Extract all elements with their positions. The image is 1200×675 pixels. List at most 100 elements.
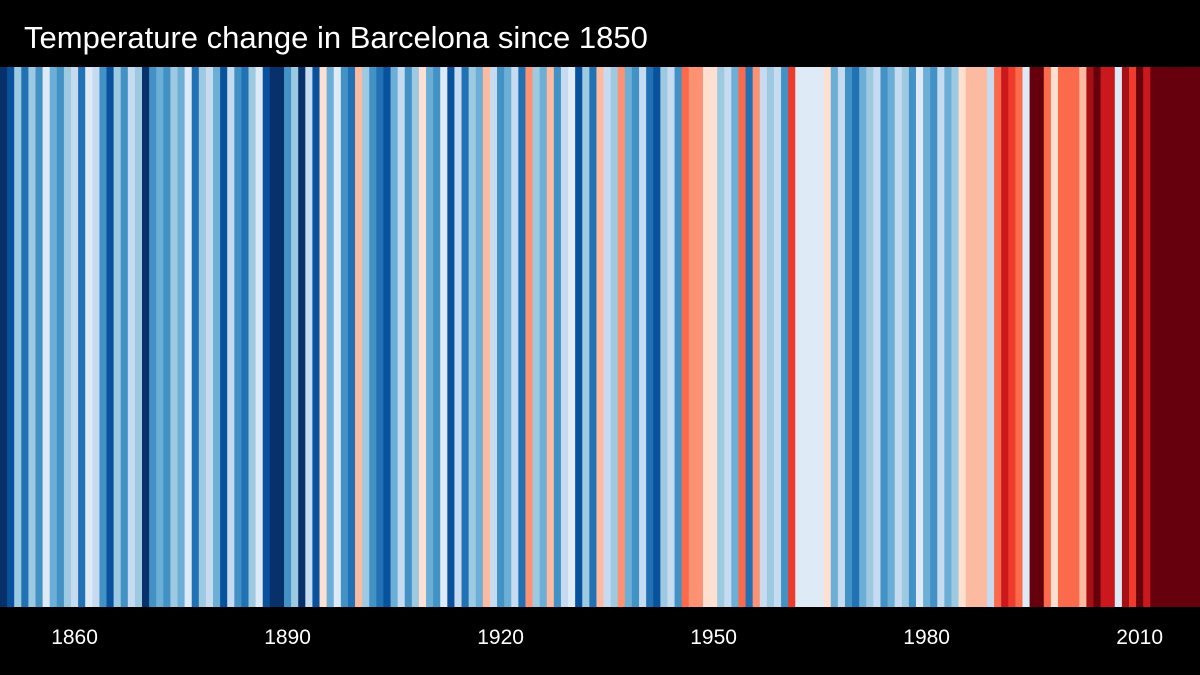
stripe-1956 (752, 67, 761, 607)
stripe-2015 (1171, 67, 1180, 607)
stripe-1995 (1029, 67, 1038, 607)
stripe-1861 (78, 67, 86, 607)
stripe-1986 (965, 67, 974, 607)
stripe-2001 (1072, 67, 1080, 607)
stripe-1901 (362, 67, 370, 607)
stripe-1998 (1050, 67, 1059, 607)
stripe-1970 (852, 67, 860, 607)
stripe-1867 (120, 67, 129, 607)
stripe-1872 (156, 67, 164, 607)
stripe-2003 (1086, 67, 1095, 607)
stripe-1892 (298, 67, 306, 607)
x-tick-label: 2010 (1116, 626, 1163, 649)
stripe-1966 (823, 67, 832, 607)
stripe-1880 (213, 67, 221, 607)
stripe-1885 (248, 67, 257, 607)
stripe-1943 (660, 67, 669, 607)
stripe-2011 (1143, 67, 1151, 607)
stripe-1862 (85, 67, 93, 607)
stripe-1851 (7, 67, 15, 607)
stripe-1898 (340, 67, 349, 607)
stripe-1925 (532, 67, 541, 607)
stripe-1978 (908, 67, 917, 607)
stripe-1923 (518, 67, 527, 607)
stripe-2005 (1100, 67, 1109, 607)
stripe-1852 (14, 67, 22, 607)
stripe-1960 (781, 67, 789, 607)
stripe-2010 (1136, 67, 1144, 607)
stripe-1910 (426, 67, 434, 607)
stripe-1886 (255, 67, 264, 607)
stripe-1922 (511, 67, 519, 607)
stripe-1874 (170, 67, 179, 607)
stripe-1996 (1036, 67, 1045, 607)
x-axis-ticks: 1860 1890 1920 1950 1980 2010 (0, 618, 1200, 658)
stripe-1992 (1008, 67, 1016, 607)
stripe-1921 (504, 67, 512, 607)
stripe-1850 (0, 67, 8, 607)
stripe-1876 (184, 67, 193, 607)
stripe-2007 (1114, 67, 1123, 607)
stripe-1984 (951, 67, 960, 607)
stripe-1979 (915, 67, 924, 607)
stripe-1991 (1001, 67, 1009, 607)
stripe-1930 (568, 67, 576, 607)
stripe-1969 (844, 67, 853, 607)
stripe-1860 (71, 67, 79, 607)
stripe-1987 (972, 67, 981, 607)
stripe-1973 (873, 67, 882, 607)
climate-stripes (0, 67, 1200, 607)
stripe-1934 (596, 67, 605, 607)
stripe-1982 (937, 67, 945, 607)
stripe-1918 (482, 67, 491, 607)
stripe-1884 (241, 67, 250, 607)
stripe-1944 (667, 67, 676, 607)
stripe-1887 (262, 67, 271, 607)
stripe-1989 (986, 67, 995, 607)
stripe-1881 (220, 67, 228, 607)
stripe-1936 (610, 67, 619, 607)
x-tick-label: 1950 (690, 626, 737, 649)
stripe-2018 (1192, 67, 1200, 607)
stripe-1924 (525, 67, 534, 607)
stripe-1905 (390, 67, 399, 607)
stripe-1972 (866, 67, 874, 607)
stripe-1961 (788, 67, 796, 607)
stripe-1900 (355, 67, 363, 607)
stripe-1913 (447, 67, 456, 607)
stripe-2017 (1185, 67, 1194, 607)
stripe-1855 (35, 67, 44, 607)
stripe-1939 (631, 67, 640, 607)
stripe-1949 (702, 67, 711, 607)
stripe-1902 (369, 67, 377, 607)
stripe-1983 (944, 67, 953, 607)
stripe-1980 (923, 67, 931, 607)
stripe-1927 (546, 67, 555, 607)
stripe-1909 (418, 67, 427, 607)
stripe-1963 (802, 67, 811, 607)
stripe-1953 (731, 67, 740, 607)
stripe-1899 (347, 67, 356, 607)
stripe-1894 (312, 67, 321, 607)
stripe-2000 (1065, 67, 1073, 607)
x-tick-label: 1860 (51, 626, 98, 649)
stripe-1962 (795, 67, 803, 607)
stripe-1977 (901, 67, 910, 607)
stripe-1988 (979, 67, 988, 607)
stripe-1955 (745, 67, 754, 607)
stripe-1926 (539, 67, 548, 607)
stripe-1933 (589, 67, 598, 607)
stripe-1957 (759, 67, 768, 607)
stripe-1917 (475, 67, 484, 607)
stripe-1878 (198, 67, 207, 607)
stripe-1945 (674, 67, 683, 607)
stripe-1942 (653, 67, 661, 607)
stripe-1971 (859, 67, 867, 607)
stripe-1948 (695, 67, 704, 607)
stripe-1911 (433, 67, 441, 607)
stripe-1968 (837, 67, 846, 607)
stripe-2009 (1128, 67, 1137, 607)
stripe-1856 (42, 67, 51, 607)
stripe-1954 (738, 67, 747, 607)
stripe-1976 (894, 67, 903, 607)
